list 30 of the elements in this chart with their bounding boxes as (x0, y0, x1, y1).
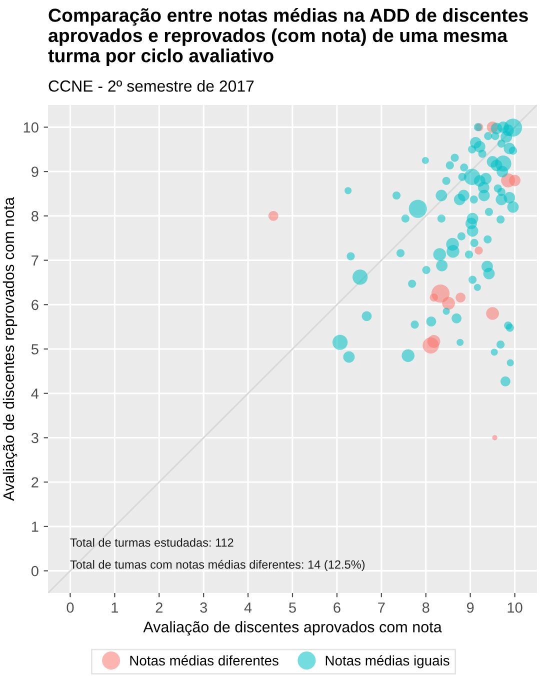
y-tick-label: 9 (32, 166, 38, 177)
y-tick-label: 6 (32, 300, 38, 310)
y-tick-label: 10 (24, 122, 38, 133)
legend-label: Notas médias iguais (326, 655, 450, 668)
y-tick-label: 7 (32, 256, 38, 266)
y-axis-title: Avaliação de discentes reprovados com nota (2, 197, 18, 501)
y-tick-label: 2 (32, 477, 38, 488)
x-tick-label: 6 (334, 602, 340, 613)
x-tick-label: 3 (200, 602, 208, 613)
y-tick-label: 3 (31, 432, 38, 444)
x-tick-label: 5 (289, 602, 296, 613)
y-tick-label: 5 (31, 344, 38, 354)
annotation: Total de turmas estudadas: 112 (70, 538, 234, 547)
legend-label: Notas médias diferentes (130, 655, 278, 666)
x-tick-label: 2 (156, 602, 162, 613)
y-tick-label: 8 (31, 211, 38, 222)
x-tick-label: 9 (466, 602, 474, 613)
x-tick-label: 0 (66, 602, 74, 613)
y-tick-label: 4 (31, 388, 39, 399)
x-tick-label: 8 (422, 602, 430, 613)
y-tick-label: 1 (32, 522, 38, 532)
x-tick-label: 4 (244, 602, 252, 613)
x-tick-label: 1 (112, 602, 118, 613)
annotation: Total de tumas com notas médias diferentes: 14 (12.5%) (70, 560, 365, 572)
chart-title: Comparação entre notas médias na ADD de discentes aprovados e reprovados (com nota) de uma mesma turma por ciclo avaliativo (48, 8, 528, 66)
y-tick-label: 0 (31, 566, 38, 576)
x-tick-label: 7 (378, 602, 385, 613)
x-tick-label: 10 (508, 602, 522, 613)
chart-subtitle: CCNE - 2º semestre de 2017 (48, 80, 254, 92)
x-axis-title: Avaliação de discentes aprovados com nota (143, 621, 442, 636)
